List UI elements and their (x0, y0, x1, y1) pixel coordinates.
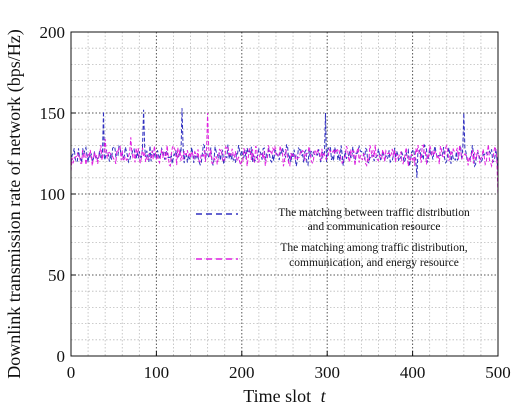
legend-label-1: The matching between traffic distributio… (278, 207, 470, 219)
x-tick-label: 200 (229, 363, 255, 382)
x-tick-label: 100 (144, 363, 170, 382)
axis-ticks: 0 100 200 300 400 500 0 50 100 150 200 (40, 23, 511, 382)
y-axis-title: Downlink transmission rate of network (b… (4, 29, 25, 378)
x-axis-title-text: Time slot (243, 386, 311, 406)
y-tick-label: 150 (40, 104, 66, 123)
series-line-2 (70, 112, 499, 196)
x-tick-label: 300 (314, 363, 340, 382)
x-axis-title: Time slot t (243, 386, 326, 406)
legend: The matching between traffic distributio… (196, 207, 470, 269)
y-tick-label: 100 (40, 185, 66, 204)
grid-lines (70, 31, 499, 357)
x-axis-title-var: t (321, 386, 327, 406)
y-tick-label: 0 (57, 347, 66, 366)
x-tick-label: 400 (400, 363, 426, 382)
legend-label-2: communication, and energy resource (289, 257, 459, 269)
series-line-1 (70, 108, 499, 178)
series-group (70, 108, 499, 196)
x-tick-label: 0 (67, 363, 76, 382)
y-tick-label: 50 (48, 266, 65, 285)
legend-label-1: and communication resource (308, 221, 441, 233)
y-tick-label: 200 (40, 23, 66, 42)
x-tick-label: 500 (485, 363, 511, 382)
legend-label-2: The matching among traffic distribution, (280, 242, 467, 254)
